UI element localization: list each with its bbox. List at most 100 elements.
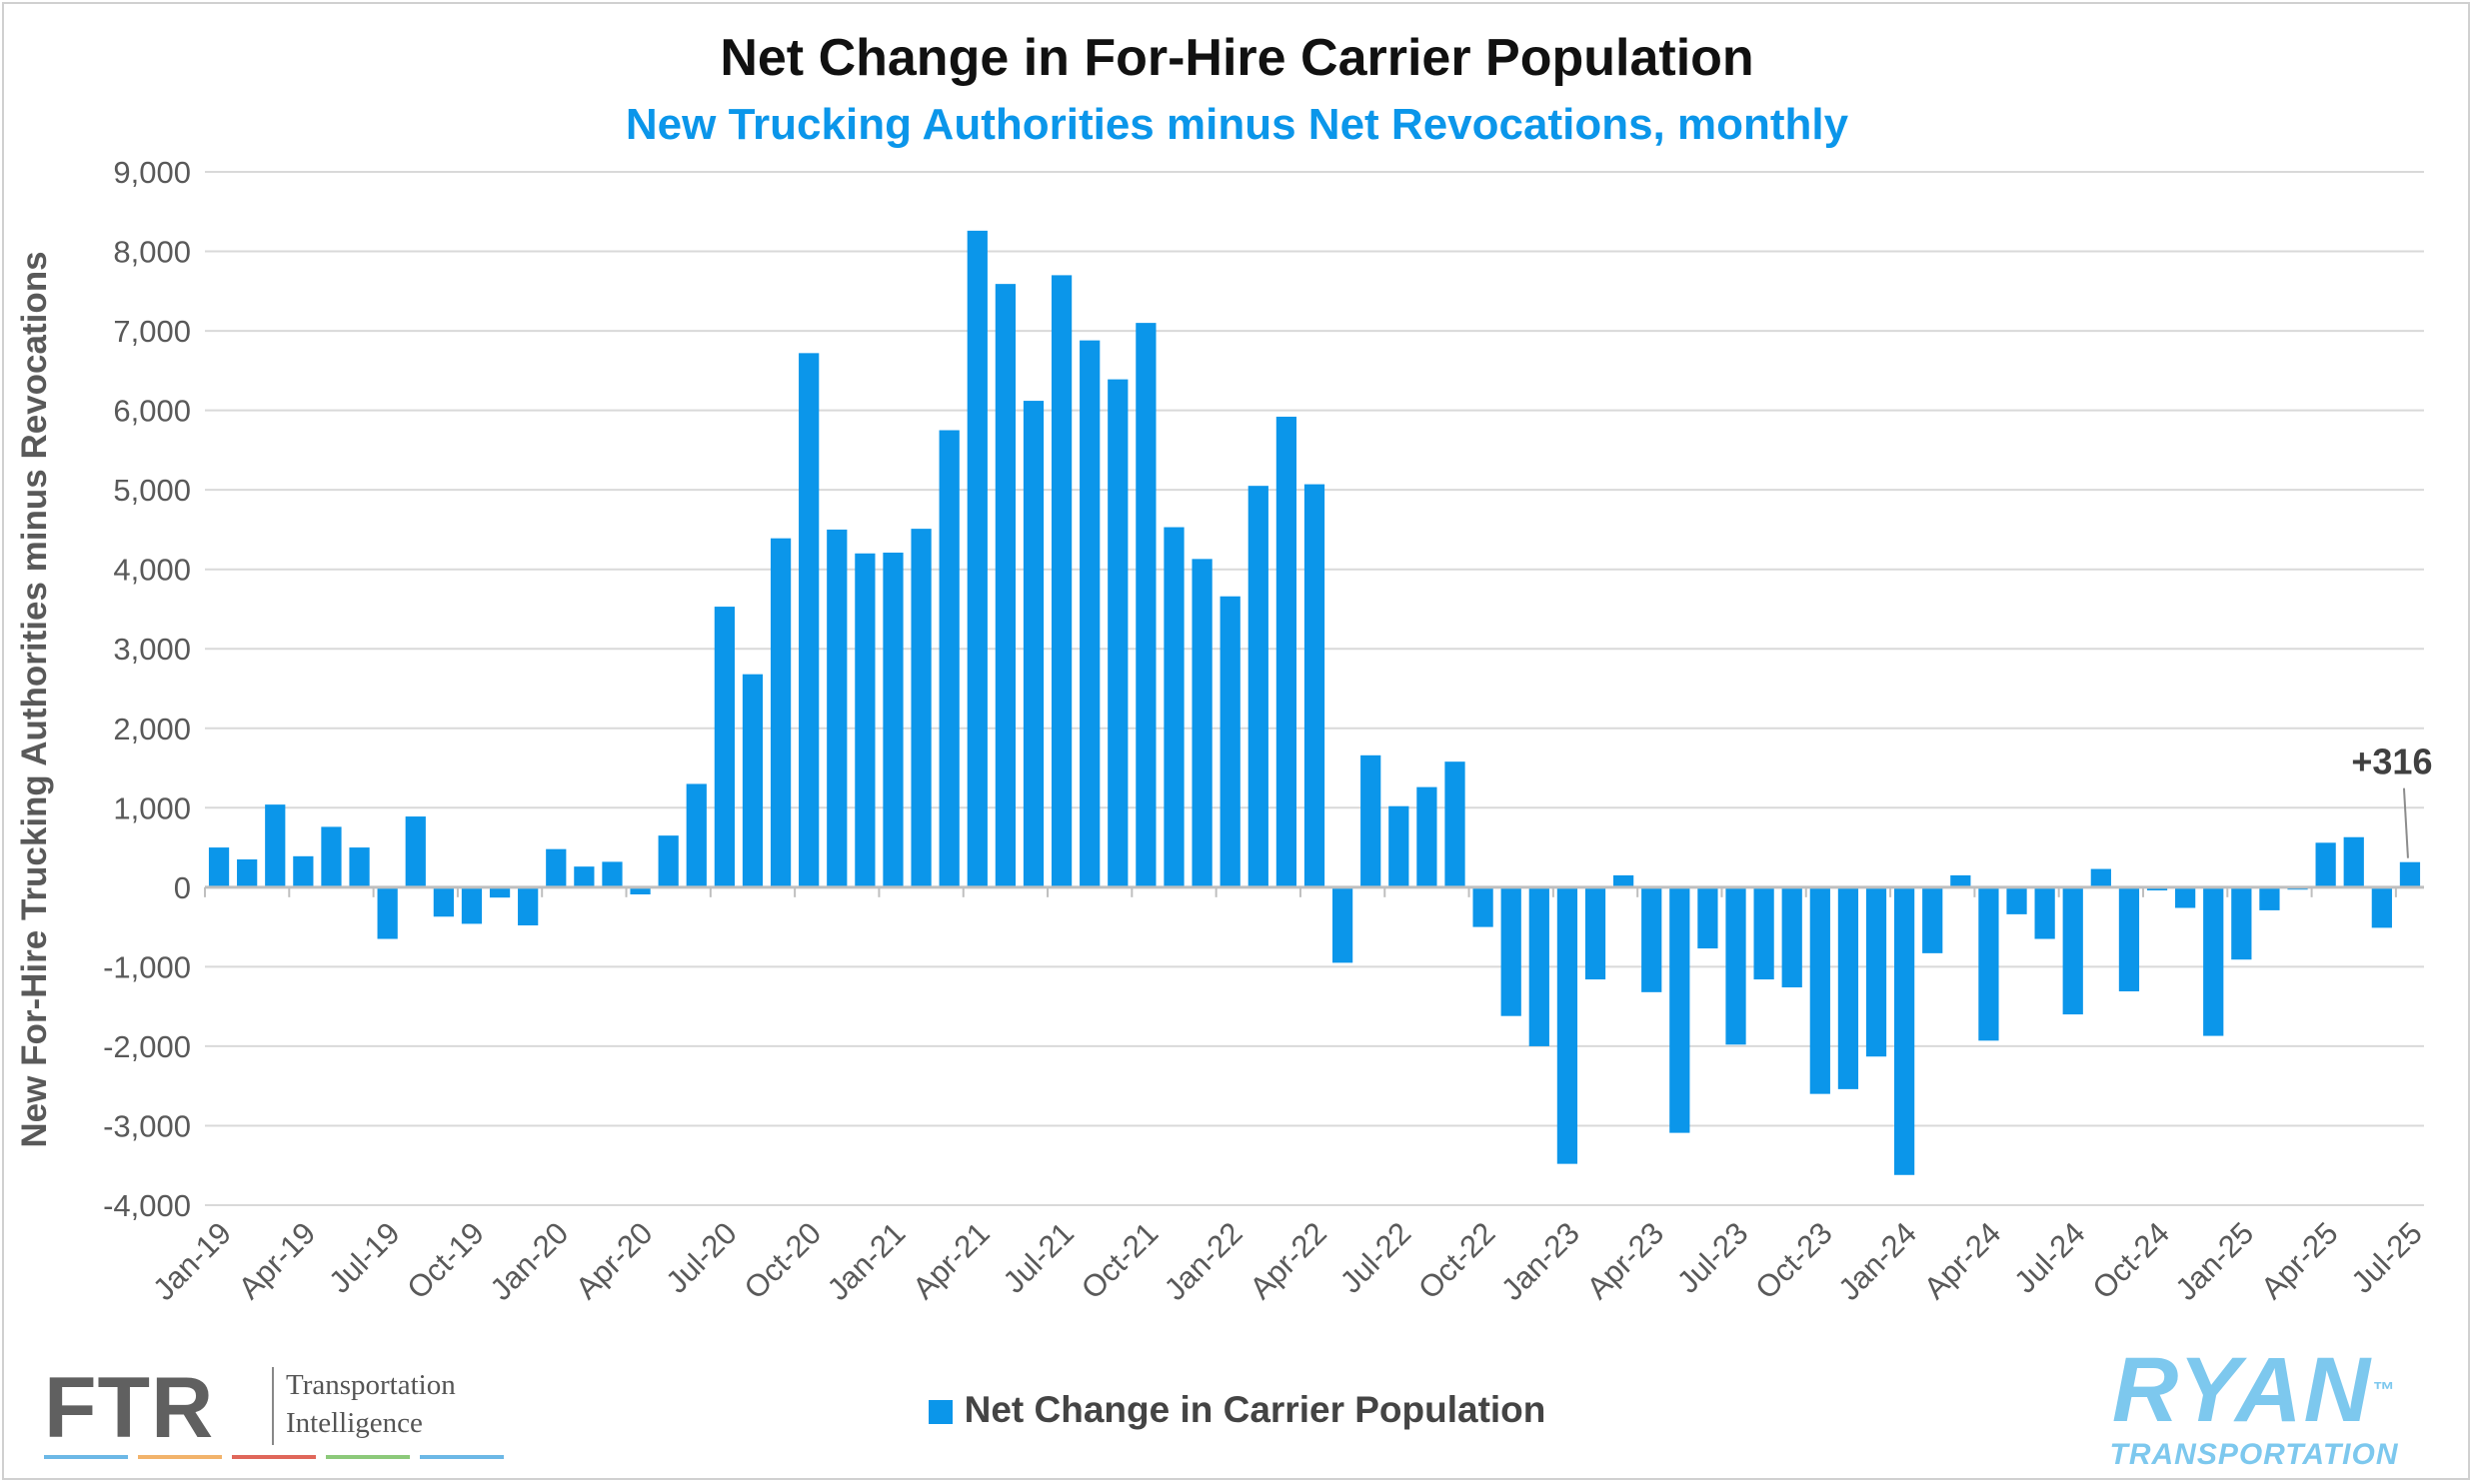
bar-Oct-21: [1136, 323, 1157, 887]
x-tick-label: Jul-25: [2344, 1215, 2428, 1299]
bar-Sep-23: [1781, 886, 1802, 988]
y-tick-label: -3,000: [103, 1108, 191, 1143]
bar-Oct-22: [1472, 886, 1493, 927]
bar-May-22: [1331, 886, 1353, 963]
y-axis-tick-labels: -4,000 -3,000 -2,000 -1,000 0 1,000 2,000 3,000…: [103, 155, 191, 1223]
bar-Sep-20: [770, 538, 792, 887]
legend: Net Change in Carrier Population: [0, 1389, 2474, 1431]
bar-Nov-21: [1164, 527, 1185, 887]
bar-Jul-19: [377, 886, 398, 939]
bar-Jan-21: [883, 552, 904, 887]
bar-Aug-22: [1416, 786, 1437, 887]
y-tick-label: -1,000: [103, 949, 191, 984]
bar-Oct-19: [461, 886, 483, 924]
bar-Dec-23: [1865, 886, 1887, 1057]
bar-Nov-24: [2175, 886, 2196, 908]
y-tick-label: 1,000: [113, 790, 191, 825]
chart-subtitle: New Trucking Authorities minus Net Revoc…: [625, 100, 1849, 149]
bar-Aug-20: [742, 674, 764, 887]
ftr-stripe: [420, 1455, 504, 1459]
bar-Mar-22: [1275, 416, 1297, 887]
ftr-logo-stripes: [44, 1455, 504, 1459]
bar-series: [208, 230, 2421, 1175]
x-tick-label: Jul-24: [2007, 1215, 2091, 1299]
x-tick-label: Apr-25: [2254, 1215, 2345, 1306]
bar-Feb-24: [1922, 886, 1943, 953]
bar-Mar-24: [1950, 874, 1971, 887]
y-tick-label: 8,000: [113, 235, 191, 270]
bar-Dec-24: [2203, 886, 2224, 1036]
x-tick-label: Oct-22: [1411, 1215, 1502, 1306]
bar-Jun-23: [1697, 886, 1718, 949]
bar-Apr-23: [1641, 886, 1662, 992]
bar-Jan-22: [1220, 596, 1240, 887]
ftr-tagline-1: Transportation: [286, 1369, 456, 1401]
ftr-stripe: [138, 1455, 222, 1459]
x-tick-label: Jan-20: [483, 1215, 575, 1307]
bar-Apr-19: [293, 855, 314, 887]
bar-Apr-21: [967, 230, 988, 887]
bar-Feb-20: [574, 866, 595, 887]
bar-Jan-23: [1556, 886, 1578, 1164]
bar-Mar-23: [1612, 874, 1634, 887]
bar-Apr-22: [1303, 484, 1325, 887]
ftr-stripe: [232, 1455, 316, 1459]
x-tick-label: Oct-23: [1748, 1215, 1839, 1306]
x-tick-label: Apr-23: [1580, 1215, 1671, 1306]
ryan-transportation-logo: RYAN™ TRANSPORTATION: [2074, 1339, 2434, 1471]
legend-label: Net Change in Carrier Population: [964, 1389, 1546, 1430]
x-tick-label: Oct-19: [400, 1215, 491, 1306]
y-tick-label: 0: [174, 870, 191, 905]
bar-Jun-25: [2371, 886, 2392, 928]
bar-Oct-23: [1809, 886, 1830, 1094]
bar-Aug-19: [405, 816, 426, 887]
x-tick-label: Jan-24: [1831, 1215, 1923, 1307]
bar-Dec-22: [1528, 886, 1549, 1046]
bar-Feb-21: [911, 529, 932, 887]
bar-Feb-22: [1247, 486, 1268, 887]
bar-chart: -4,000 -3,000 -2,000 -1,000 0 1,000 2,000 3,000…: [15, 155, 2432, 1307]
ryan-logo-wordmark: RYAN™: [2111, 1339, 2397, 1441]
bar-Jul-22: [1388, 805, 1409, 887]
bar-Feb-23: [1584, 886, 1606, 980]
x-tick-label: Oct-21: [1075, 1215, 1166, 1306]
y-tick-label: 6,000: [113, 394, 191, 429]
y-tick-label: 2,000: [113, 712, 191, 746]
ftr-logo-divider: [272, 1367, 274, 1445]
bar-Jul-23: [1725, 886, 1746, 1045]
bar-Jan-19: [208, 847, 230, 887]
bar-Sep-19: [433, 886, 454, 917]
bar-May-21: [995, 284, 1017, 887]
ryan-logo-subtitle: TRANSPORTATION: [2109, 1438, 2399, 1471]
annotation-leader-line: [2402, 787, 2409, 858]
bar-Jun-20: [686, 783, 707, 887]
x-tick-label: Apr-19: [232, 1215, 323, 1306]
x-tick-label: Jan-25: [2169, 1215, 2261, 1307]
x-tick-label: Apr-20: [569, 1215, 660, 1306]
x-tick-label: Jan-19: [146, 1215, 238, 1307]
x-tick-label: Jul-21: [997, 1215, 1081, 1299]
bar-Jun-24: [2034, 886, 2055, 939]
x-tick-label: Jan-21: [821, 1215, 913, 1307]
bar-Jul-20: [714, 607, 735, 887]
y-tick-label: 3,000: [113, 632, 191, 667]
bar-Feb-25: [2259, 886, 2280, 910]
bar-Mar-21: [939, 430, 960, 887]
bar-Dec-19: [518, 886, 539, 926]
bar-Sep-22: [1444, 761, 1465, 887]
y-tick-label: 4,000: [113, 553, 191, 588]
bar-Aug-21: [1080, 340, 1101, 887]
bar-Jan-25: [2231, 886, 2252, 960]
annotations: +316: [2351, 742, 2432, 858]
y-tick-label: 7,000: [113, 314, 191, 349]
bar-Nov-20: [827, 529, 848, 887]
bar-Apr-25: [2315, 842, 2336, 887]
bar-Jul-24: [2062, 886, 2083, 1015]
x-tick-label: Oct-20: [738, 1215, 829, 1306]
bar-Dec-20: [855, 553, 876, 887]
y-axis-label: New For-Hire Trucking Authorities minus …: [15, 251, 54, 1147]
bar-Jun-19: [349, 847, 370, 887]
bar-May-23: [1669, 886, 1690, 1133]
y-tick-label: -2,000: [103, 1029, 191, 1064]
bar-Jul-25: [2399, 861, 2421, 887]
